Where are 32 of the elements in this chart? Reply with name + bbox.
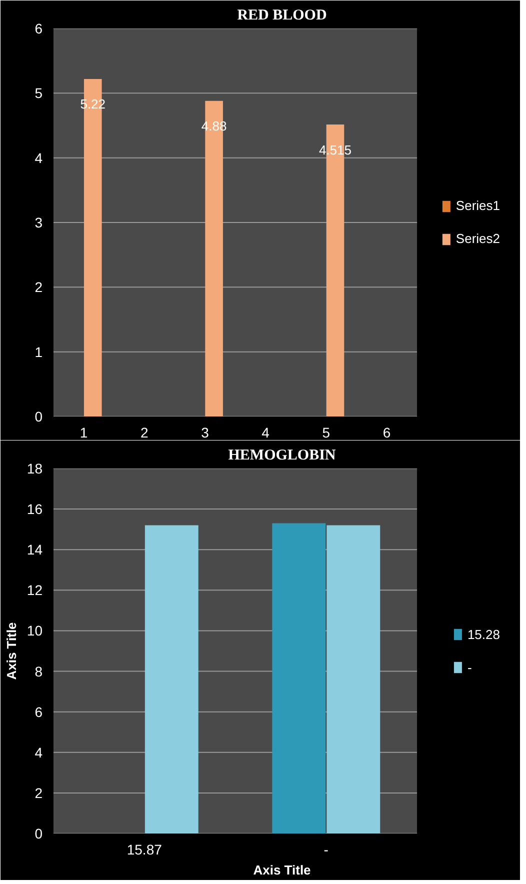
y-tick-label: 3 bbox=[34, 214, 43, 230]
y-tick-label: 4 bbox=[34, 744, 43, 760]
legend-label: 15.28 bbox=[467, 626, 500, 642]
y-tick-label: 1 bbox=[34, 344, 43, 360]
y-axis-title: Axis Title bbox=[4, 622, 19, 680]
y-tick-label: 5 bbox=[34, 85, 43, 102]
x-tick-label: 6 bbox=[382, 424, 391, 440]
y-tick-label: 8 bbox=[34, 663, 43, 680]
x-tick-label: 15.87 bbox=[126, 842, 162, 858]
y-tick-label: 14 bbox=[26, 542, 43, 558]
legend-label: - bbox=[467, 660, 473, 674]
y-tick-label: 6 bbox=[34, 20, 43, 36]
y-tick-label: 12 bbox=[26, 582, 43, 598]
x-tick-label: 3 bbox=[201, 424, 210, 440]
y-tick-label: 4 bbox=[34, 150, 43, 166]
y-tick-label: 18 bbox=[26, 460, 43, 476]
legend-label: Series2 bbox=[456, 231, 500, 246]
legend-label: Series1 bbox=[456, 198, 500, 213]
y-tick-label: 0 bbox=[34, 408, 43, 424]
y-tick-label: 2 bbox=[34, 784, 43, 801]
x-tick-label: 2 bbox=[140, 424, 148, 440]
y-tick-label: 0 bbox=[34, 826, 43, 842]
y-tick-label: 16 bbox=[26, 501, 43, 518]
y-tick-label: 10 bbox=[26, 622, 43, 639]
chart-title: RED BLOOD bbox=[237, 8, 327, 24]
x-axis-title: Axis Title bbox=[253, 862, 311, 878]
y-tick-label: 2 bbox=[34, 279, 43, 296]
chart-title: HEMOGLOBIN bbox=[228, 448, 336, 464]
x-tick-label: 5 bbox=[322, 424, 330, 440]
x-tick-label: 4 bbox=[262, 424, 270, 440]
y-tick-label: 6 bbox=[34, 704, 43, 720]
x-tick-label: 1 bbox=[80, 424, 88, 440]
